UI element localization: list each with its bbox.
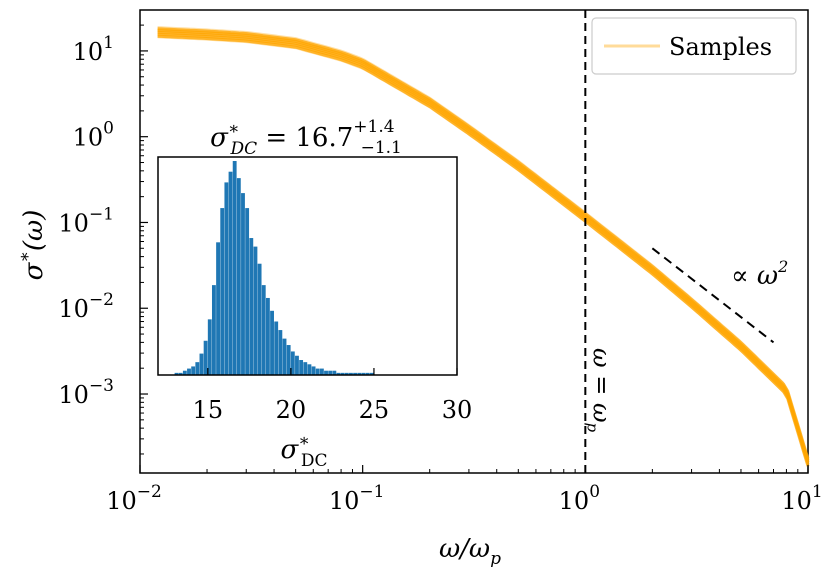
- y-tick-label: 10−3: [58, 376, 114, 409]
- histogram-bar: [295, 355, 299, 375]
- histogram-bar: [232, 161, 237, 375]
- histogram-bar: [369, 372, 374, 375]
- histogram-bar: [290, 351, 295, 375]
- histogram-bar: [357, 372, 362, 375]
- histogram-bar: [220, 208, 225, 375]
- histogram-bar: [319, 368, 324, 375]
- histogram-bar: [199, 353, 204, 375]
- x-tick-label: 100: [559, 482, 600, 515]
- histogram-bar: [278, 330, 283, 375]
- legend: Samples: [591, 17, 797, 75]
- histogram-bar: [307, 364, 312, 375]
- main-axis-ticks: 10−2 10−1 100 101 101 100 10−1 10−2 10−3: [58, 9, 823, 515]
- histogram-bar: [216, 242, 220, 375]
- inset-x-tick-label: 15: [193, 396, 224, 424]
- inset-histogram: 15 20 25 30 σ∗ DC = 16.7+1.4 −1.1 σ∗ DC: [157, 117, 473, 471]
- histogram-bar: [174, 372, 179, 375]
- histogram-bar: [328, 370, 333, 375]
- x-axis-label: ω/ωp: [439, 534, 501, 567]
- inset-x-tick-label: 25: [359, 396, 390, 424]
- omega-squared-label: ∝ ω2: [731, 257, 788, 291]
- legend-box: [591, 17, 797, 75]
- histogram-bar: [265, 297, 270, 375]
- histogram-bar: [257, 263, 262, 375]
- histogram-bar: [274, 321, 279, 375]
- histogram-bar: [336, 372, 341, 375]
- samples-band: [157, 26, 810, 469]
- sample-line-5: [157, 27, 810, 460]
- legend-samples-label: Samples: [669, 33, 772, 61]
- y-tick-label: 10−1: [58, 204, 114, 237]
- plasma-frequency-label: ω = ωp: [583, 348, 615, 433]
- x-tick-label: 10−2: [106, 482, 162, 515]
- y-axis-label: σ∗(ω): [15, 210, 49, 281]
- histogram-bar: [224, 182, 229, 375]
- histogram-bar: [245, 208, 250, 375]
- histogram-bar: [344, 372, 349, 375]
- histogram-bar: [203, 340, 208, 375]
- inset-background: [158, 157, 457, 375]
- histogram-bar: [349, 372, 353, 375]
- x-tick-label: 101: [781, 482, 822, 515]
- histogram-bar: [365, 372, 370, 375]
- histogram-bar: [182, 370, 187, 375]
- histogram-bar: [282, 338, 287, 375]
- histogram-bar: [236, 178, 241, 375]
- x-tick-label: 10−1: [329, 482, 385, 515]
- histogram-bar: [303, 362, 308, 375]
- histogram-bar: [187, 368, 191, 375]
- histogram-bar: [299, 360, 304, 375]
- inset-axis-ticks: 15 20 25 30: [193, 368, 473, 424]
- histogram-bar: [353, 372, 358, 375]
- histogram-bar: [191, 366, 196, 375]
- histogram-bars: [174, 161, 374, 375]
- histogram-bar: [286, 345, 291, 375]
- y-tick-label: 100: [73, 119, 114, 152]
- histogram-bar: [195, 362, 200, 375]
- inset-x-tick-label: 20: [276, 396, 307, 424]
- omega-squared-trend-line: [651, 247, 775, 344]
- histogram-bar: [178, 372, 183, 375]
- histogram-bar: [340, 372, 345, 375]
- histogram-bar: [249, 238, 254, 375]
- inset-title: σ∗ DC = 16.7+1.4 −1.1: [210, 117, 402, 159]
- inset-x-tick-label: 30: [442, 396, 473, 424]
- histogram-bar: [361, 372, 366, 375]
- inset-frame: [157, 156, 458, 376]
- inset-x-axis-label: σ∗ DC: [281, 431, 328, 471]
- histogram-bar: [211, 285, 216, 375]
- histogram-bar: [261, 285, 266, 375]
- y-tick-label: 101: [73, 33, 114, 66]
- histogram-bar: [332, 370, 337, 375]
- histogram-bar: [315, 368, 320, 375]
- histogram-bar: [253, 246, 258, 375]
- histogram-bar: [207, 319, 212, 375]
- y-tick-label: 10−2: [58, 290, 114, 323]
- histogram-bar: [311, 366, 316, 375]
- histogram-bar: [270, 310, 274, 375]
- histogram-bar: [324, 370, 328, 375]
- histogram-bar: [228, 171, 233, 375]
- histogram-bar: [241, 193, 245, 375]
